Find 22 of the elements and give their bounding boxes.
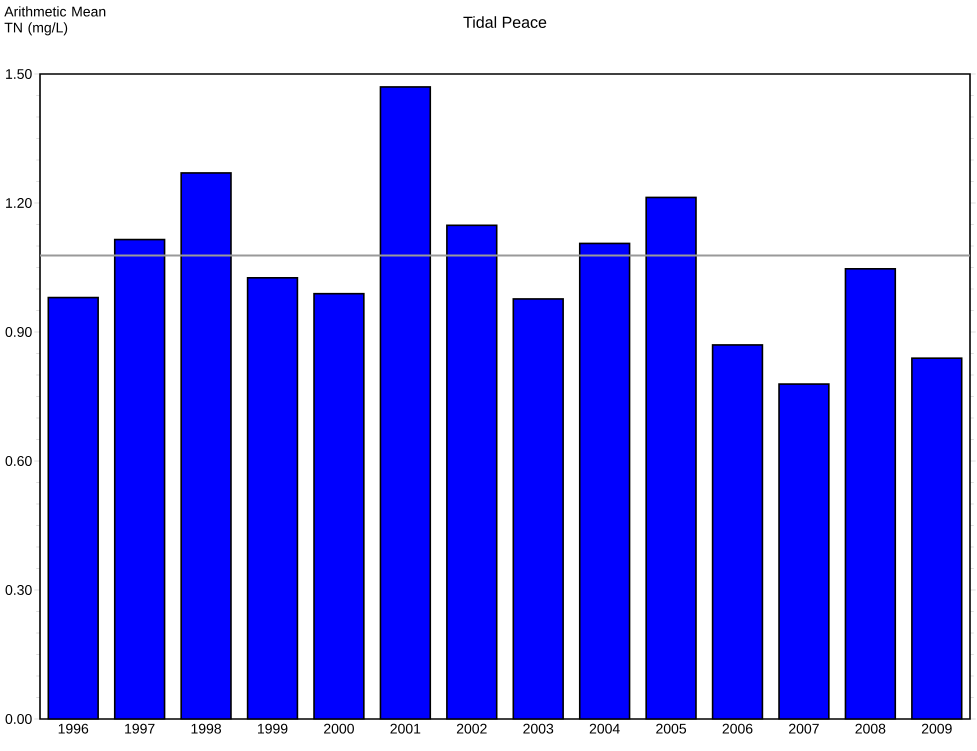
y-tick-label: 0.00: [6, 714, 32, 724]
x-tick-label: 1998: [192, 724, 222, 734]
x-tick-label: 2005: [656, 724, 686, 734]
x-tick-label: 2008: [856, 724, 886, 734]
x-tick-label: 2001: [390, 724, 420, 734]
y-tick-label: 1.20: [6, 198, 32, 208]
x-tick-label: 2004: [590, 724, 620, 734]
chart-title: Tidal Peace: [463, 16, 546, 28]
x-tick-label: 2002: [456, 724, 487, 734]
x-tick-label: 1997: [125, 724, 154, 734]
y-tick-label: 0.90: [6, 327, 32, 337]
x-tick-label: 2009: [922, 724, 952, 734]
x-tick-label: 2007: [789, 724, 819, 734]
x-tick-label: 2006: [722, 724, 752, 734]
y-tick-label: 0.60: [6, 456, 32, 466]
y-tick-label: 0.30: [6, 585, 32, 595]
x-tick-label: 2000: [324, 724, 354, 734]
y-axis-title: Arithmetic Mean TN (mg/L): [4, 6, 106, 36]
x-tick-label: 1999: [258, 724, 288, 734]
x-tick-label: 1996: [58, 724, 88, 734]
y-tick-label: 1.50: [6, 69, 32, 79]
x-tick-label: 2003: [523, 724, 554, 734]
